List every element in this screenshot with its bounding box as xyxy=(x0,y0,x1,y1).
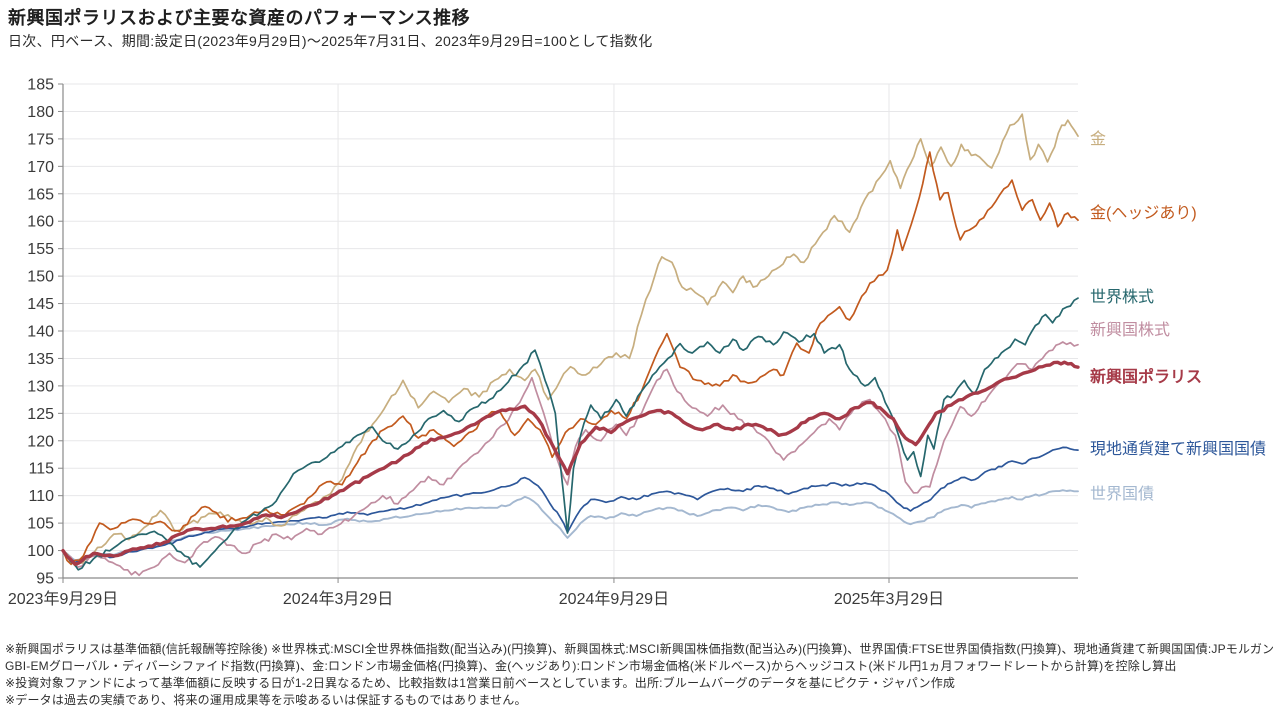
series-line-em-equity xyxy=(62,341,1079,577)
performance-line-chart: 95 100 105 110 115 120 125 130 135 140 145 150 155 16… xyxy=(8,77,1080,608)
y-tick-label: 95 xyxy=(36,571,54,588)
legend-label-em-equity: 新興国株式 xyxy=(1090,322,1171,339)
y-tick-label: 110 xyxy=(28,488,54,505)
series-line-gold-hedged xyxy=(62,151,1079,566)
legend-label-gold-hedged: 金(ヘッジあり) xyxy=(1090,205,1197,222)
series-line-em-polaris xyxy=(61,360,1080,566)
legend-label-world-bonds: 世界国債 xyxy=(1090,486,1155,503)
chart-title: 新興国ポラリスおよび主要な資産のパフォーマンス推移 xyxy=(8,8,471,28)
y-tick-label: 125 xyxy=(27,406,54,423)
footnote-indices: ※新興国ポラリスは基準価額(信託報酬等控除後) ※世界株式:MSCI全世界株価指… xyxy=(5,642,1275,673)
y-tick-label: 105 xyxy=(27,516,54,533)
series-line-em-local-bonds xyxy=(62,446,1079,564)
y-tick-label: 165 xyxy=(27,186,54,203)
y-tick-label: 150 xyxy=(27,269,54,286)
y-tick-label: 180 xyxy=(27,104,54,121)
legend-label-em-polaris: 新興国ポラリス xyxy=(1090,369,1203,386)
y-tick-label: 145 xyxy=(27,296,54,313)
chart-subtitle: 日次、円ベース、期間:設定日(2023年9月29日)〜2025年7月31日、20… xyxy=(8,33,653,49)
y-tick-label: 140 xyxy=(27,324,54,341)
series-line-world-bonds xyxy=(62,489,1079,562)
x-tick-label: 2024年3月29日 xyxy=(283,590,393,608)
y-tick-label: 115 xyxy=(28,461,54,478)
legend-label-world-equity: 世界株式 xyxy=(1090,289,1155,306)
y-tick-label: 130 xyxy=(27,378,54,395)
y-tick-label: 120 xyxy=(27,433,54,450)
x-tick-label: 2023年9月29日 xyxy=(8,590,118,608)
legend-label-gold: 金 xyxy=(1090,131,1107,148)
y-tick-label: 185 xyxy=(27,77,54,94)
y-tick-label: 155 xyxy=(27,241,54,258)
footnotes: ※新興国ポラリスは基準価額(信託報酬等控除後) ※世界株式:MSCI全世界株価指… xyxy=(5,641,1275,709)
x-tick-label: 2024年9月29日 xyxy=(559,590,669,608)
x-tick-label: 2025年3月29日 xyxy=(834,590,944,608)
y-tick-label: 100 xyxy=(27,543,54,560)
y-tick-label: 175 xyxy=(27,131,54,148)
y-tick-label: 160 xyxy=(27,214,54,231)
y-tick-label: 170 xyxy=(27,159,54,176)
legend-label-em-local-bonds: 現地通貨建て新興国国債 xyxy=(1090,441,1267,458)
footnote-basis: ※投資対象ファンドによって基準価額に反映する日が1-2日異なるため、比較指数は1… xyxy=(5,676,956,690)
y-tick-label: 135 xyxy=(27,351,54,368)
footnote-disclaimer: ※データは過去の実績であり、将来の運用成果等を示唆あるいは保証するものではありま… xyxy=(5,693,527,707)
